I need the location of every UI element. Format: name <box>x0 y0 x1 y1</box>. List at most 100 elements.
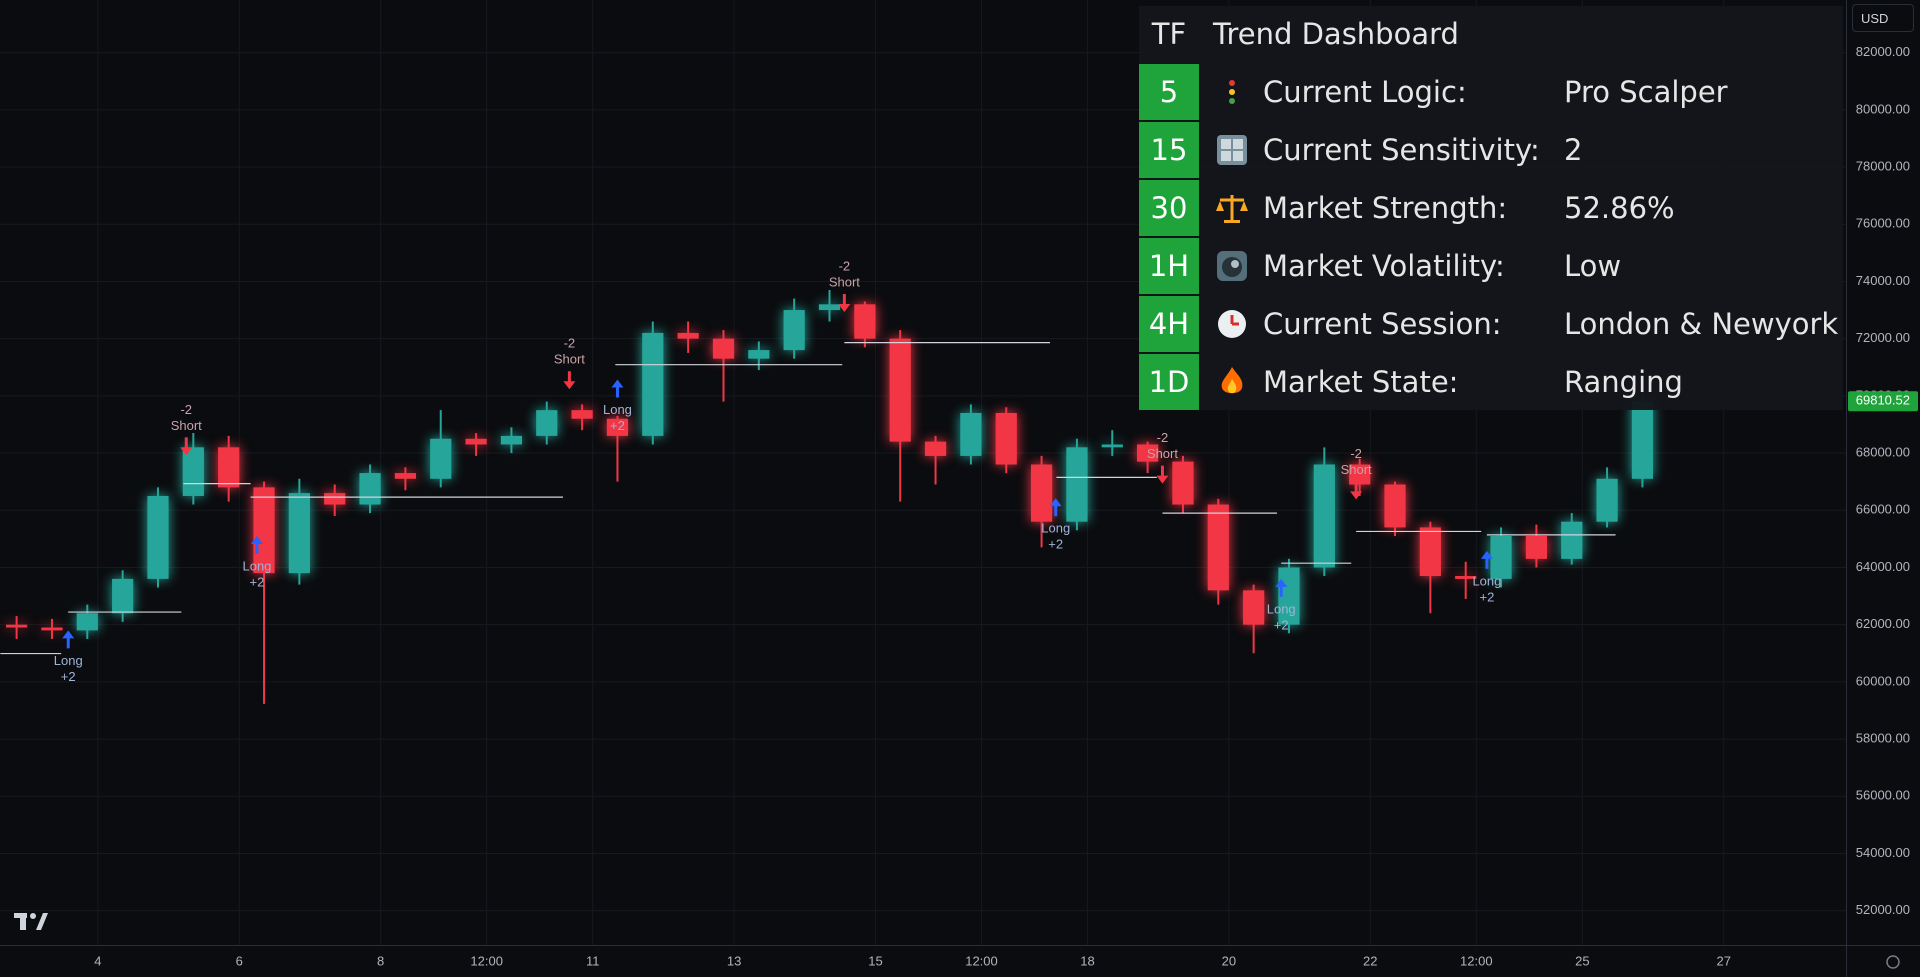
x-tick-label: 25 <box>1575 953 1589 968</box>
row-value: 52.86% <box>1564 191 1675 225</box>
signal-label: Long <box>54 653 83 668</box>
candle-body <box>288 493 310 574</box>
icon <box>1216 195 1248 223</box>
signal-label: Long <box>242 558 271 573</box>
candle-body <box>76 613 98 631</box>
tf-cell: 4H <box>1139 296 1199 352</box>
y-tick-label: 52000.00 <box>1856 902 1910 917</box>
candle-body <box>1525 535 1547 559</box>
candle-body <box>712 338 735 359</box>
candle-body <box>924 441 947 456</box>
y-tick-label: 68000.00 <box>1856 444 1910 459</box>
dashboard: TF Trend Dashboard 5 Current Logic: Pro … <box>1139 6 1843 410</box>
tf-cell: 15 <box>1139 122 1199 178</box>
candle-body <box>960 413 982 456</box>
tf-cell: 1H <box>1139 238 1199 294</box>
candle-body <box>1207 504 1229 591</box>
candle-body <box>1455 576 1477 579</box>
signal-count: -2 <box>1350 446 1362 461</box>
signal-count: +2 <box>1274 617 1289 632</box>
dashboard-row: 1D Market State: Ranging <box>1139 354 1843 410</box>
currency-button[interactable]: USD <box>1852 4 1914 32</box>
y-tick-label: 54000.00 <box>1856 845 1910 860</box>
candle-body <box>465 438 487 445</box>
long-arrow <box>62 630 75 649</box>
long-arrow <box>1275 578 1288 597</box>
candle-body <box>41 627 63 631</box>
signal-count: +2 <box>1048 537 1063 552</box>
x-tick-label: 22 <box>1363 953 1377 968</box>
candle-body <box>642 332 664 436</box>
x-tick-label: 6 <box>236 953 243 968</box>
row-label: Current Sensitivity: <box>1263 133 1540 167</box>
signal-label: Short <box>1147 446 1178 461</box>
grid <box>0 0 1846 945</box>
candle-body <box>218 447 240 488</box>
row-label: Market Strength: <box>1263 191 1508 225</box>
signal-label: Short <box>171 418 202 433</box>
dashboard-row: 5 Current Logic: Pro Scalper <box>1139 64 1843 120</box>
dashboard-header: TF Trend Dashboard <box>1139 6 1843 62</box>
x-tick-label: 18 <box>1080 953 1094 968</box>
candle-body <box>1384 484 1406 528</box>
candle-body <box>1561 521 1583 559</box>
candle-body <box>147 495 169 579</box>
row-value: Ranging <box>1564 365 1683 399</box>
y-tick-label: 74000.00 <box>1856 273 1910 288</box>
x-tick-label: 11 <box>586 953 600 968</box>
settings-icon[interactable] <box>1886 955 1900 969</box>
signal-label: Long <box>1472 573 1501 588</box>
candle-body <box>1596 478 1618 522</box>
candle-body <box>430 438 452 479</box>
candle-body <box>6 624 28 628</box>
dashboard-row: 1H Market Volatility: Low <box>1139 238 1843 294</box>
row-label: Market Volatility: <box>1263 249 1505 283</box>
row-label: Market State: <box>1263 365 1459 399</box>
icon <box>1221 367 1243 394</box>
candle-body <box>748 350 770 359</box>
long-arrow <box>1480 550 1493 569</box>
candle-body <box>1631 401 1654 479</box>
signal-count: -2 <box>1157 430 1169 445</box>
signal-label: Short <box>1341 462 1372 477</box>
y-tick-label: 80000.00 <box>1856 101 1910 116</box>
candle-body <box>1313 464 1335 568</box>
y-tick-label: 82000.00 <box>1856 44 1910 59</box>
short-arrow <box>563 371 576 390</box>
candle-body <box>995 413 1017 465</box>
x-tick-label: 12:00 <box>1460 953 1493 968</box>
x-tick-label: 8 <box>377 953 384 968</box>
candle-body <box>571 410 593 419</box>
signal-count: -2 <box>180 402 192 417</box>
row-value: 2 <box>1564 133 1583 167</box>
candle-body <box>1349 464 1371 485</box>
y-tick-label: 56000.00 <box>1856 788 1910 803</box>
row-value: Pro Scalper <box>1564 75 1728 109</box>
candle-body <box>1030 464 1053 522</box>
candle-body <box>1490 535 1512 579</box>
x-tick-label: 4 <box>94 953 101 968</box>
y-tick-label: 66000.00 <box>1856 502 1910 517</box>
x-tick-label: 15 <box>868 953 882 968</box>
tf-cell: 5 <box>1139 64 1199 120</box>
candle-body <box>889 338 911 442</box>
candle-body <box>1278 567 1300 625</box>
x-tick-label: 20 <box>1222 953 1236 968</box>
short-arrow <box>838 294 851 313</box>
candle-body <box>1101 444 1123 448</box>
long-arrow <box>1049 498 1062 517</box>
short-arrow <box>1350 481 1363 500</box>
row-label: Current Logic: <box>1263 75 1467 109</box>
long-arrow <box>250 535 263 554</box>
candle-body <box>1172 461 1194 505</box>
icon <box>1217 251 1247 281</box>
signal-count: -2 <box>839 258 851 273</box>
x-tick-label: 27 <box>1716 953 1730 968</box>
candle-body <box>1066 447 1088 522</box>
candle-body <box>818 304 841 311</box>
y-tick-label: 78000.00 <box>1856 158 1910 173</box>
candle-body <box>677 332 699 339</box>
tf-cell: 30 <box>1139 180 1199 236</box>
candle-body <box>359 473 381 505</box>
